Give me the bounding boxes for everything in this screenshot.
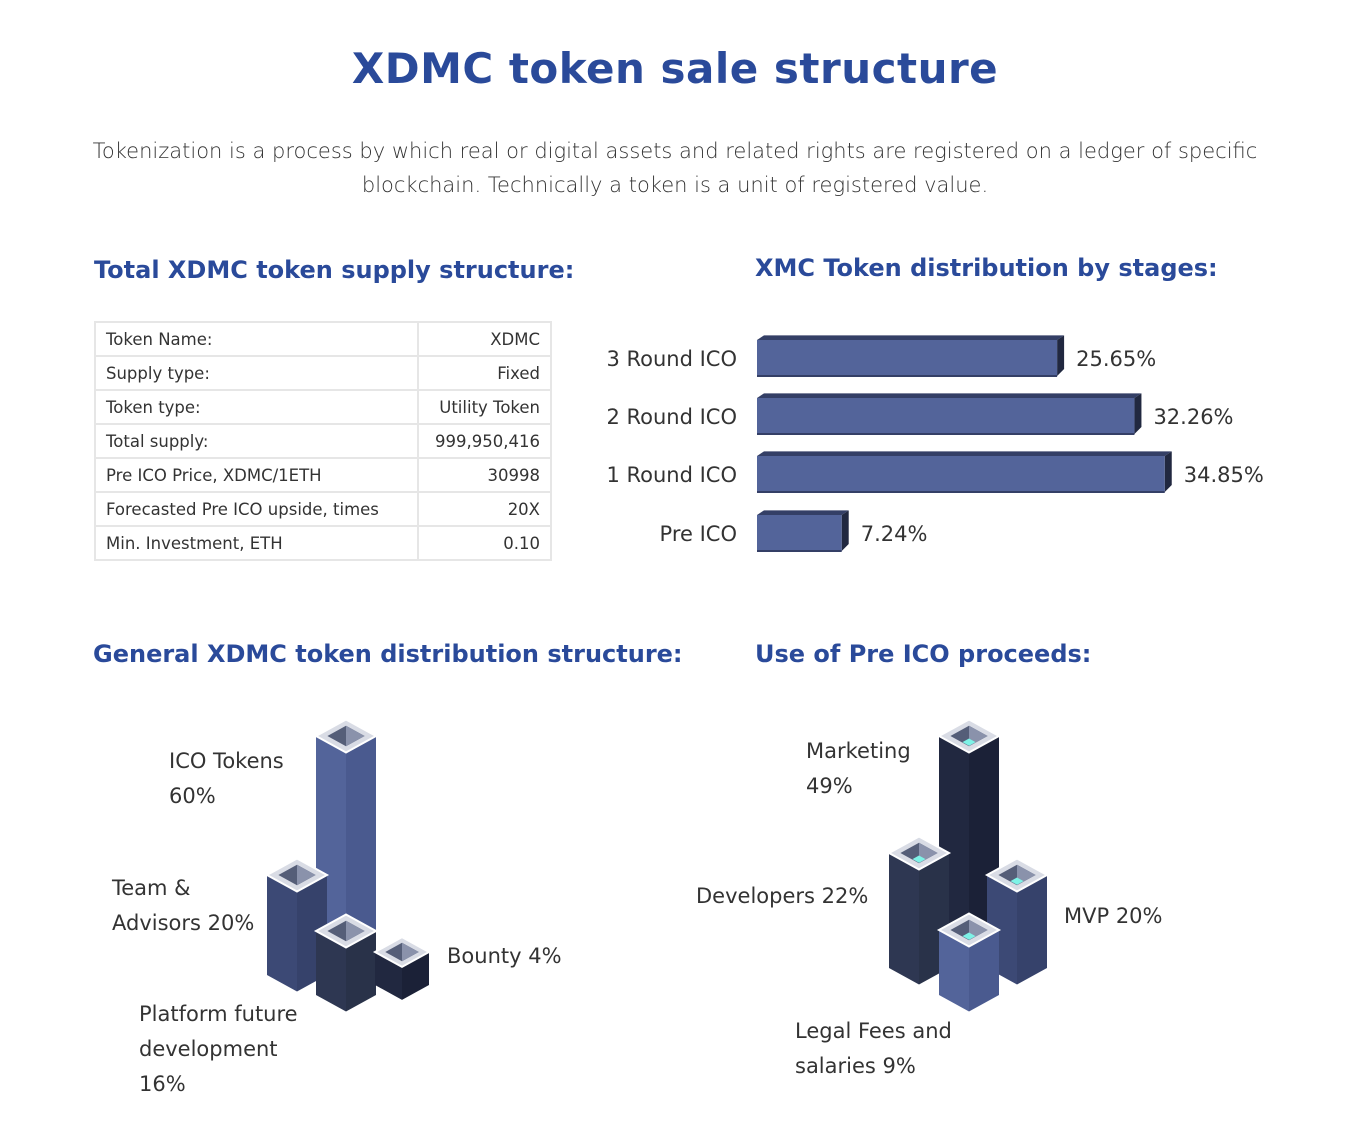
- supply-row-value: 30998: [417, 457, 552, 493]
- supply-row-value: 20X: [417, 491, 552, 527]
- supply-row-value: Fixed: [417, 355, 552, 391]
- supply-row: Pre ICO Price, XDMC/1ETH 30998: [94, 457, 552, 493]
- supply-heading: Total XDMC token supply structure:: [94, 256, 575, 284]
- stage-category-label: 1 Round ICO: [606, 463, 737, 487]
- stage-bar-3: [757, 451, 1172, 493]
- supply-row-value: 999,950,416: [417, 423, 552, 459]
- stage-category-label: 2 Round ICO: [606, 405, 737, 429]
- supply-row: Forecasted Pre ICO upside, times 20X: [94, 491, 552, 527]
- label-marketing: Marketing 49%: [806, 739, 911, 798]
- stage-bar-4: [757, 510, 849, 552]
- intro-text: Tokenization is a process by which real …: [92, 139, 1258, 197]
- column-bounty: [372, 936, 432, 1000]
- supply-table: Token Name: XDMC Supply type: Fixed Token ty…: [94, 321, 552, 561]
- supply-row-key: Token type:: [94, 389, 419, 425]
- stage-value-label: 25.65%: [1076, 347, 1156, 371]
- stage-category-label: 3 Round ICO: [606, 347, 737, 371]
- label-legal-fees: Legal Fees and salaries 9%: [795, 1019, 952, 1078]
- column-legal-fees: [936, 912, 1002, 1012]
- supply-row: Token Name: XDMC: [94, 321, 552, 357]
- column-team-advisors: [264, 857, 330, 992]
- stages-chart-title: XMC Token distribution by stages:: [755, 254, 1218, 282]
- general-dist-title: General XDMC token distribution structur…: [93, 640, 683, 668]
- stage-value-label: 32.26%: [1153, 405, 1233, 429]
- page-title: XDMC token sale structure: [351, 44, 999, 93]
- stages-bar-chart: 25.65% 3 Round ICO 32.26% 2 Round ICO 34.85%…: [606, 335, 1264, 552]
- supply-row: Min. Investment, ETH 0.10: [94, 525, 552, 561]
- label-team-advisors: Team & Advisors 20%: [112, 876, 255, 935]
- proceeds-title: Use of Pre ICO proceeds:: [755, 640, 1092, 668]
- label-developers: Developers 22%: [696, 884, 869, 908]
- label-platform-dev: Platform future development 16%: [139, 1002, 298, 1096]
- supply-row: Total supply: 999,950,416: [94, 423, 552, 459]
- column-platform-dev: [313, 913, 379, 1012]
- label-bounty: Bounty 4%: [447, 944, 562, 968]
- supply-row: Token type: Utility Token: [94, 389, 552, 425]
- stage-category-label: Pre ICO: [660, 522, 737, 546]
- supply-row-key: Pre ICO Price, XDMC/1ETH: [94, 457, 419, 493]
- supply-row-key: Supply type:: [94, 355, 419, 391]
- supply-row-value: 0.10: [417, 525, 552, 561]
- column-developers: [886, 835, 952, 985]
- stage-bar-1: [757, 335, 1065, 377]
- supply-row-key: Forecasted Pre ICO upside, times: [94, 491, 419, 527]
- supply-row-key: Total supply:: [94, 423, 419, 459]
- stage-value-label: 7.24%: [861, 522, 928, 546]
- stage-bar-2: [757, 393, 1142, 435]
- supply-row-key: Token Name:: [94, 321, 419, 357]
- supply-row-value: XDMC: [417, 321, 552, 357]
- supply-row: Supply type: Fixed: [94, 355, 552, 391]
- label-mvp: MVP 20%: [1064, 904, 1163, 928]
- supply-row-value: Utility Token: [417, 389, 552, 425]
- supply-row-key: Min. Investment, ETH: [94, 525, 419, 561]
- stage-value-label: 34.85%: [1184, 463, 1264, 487]
- label-ico-tokens: ICO Tokens 60%: [169, 749, 284, 808]
